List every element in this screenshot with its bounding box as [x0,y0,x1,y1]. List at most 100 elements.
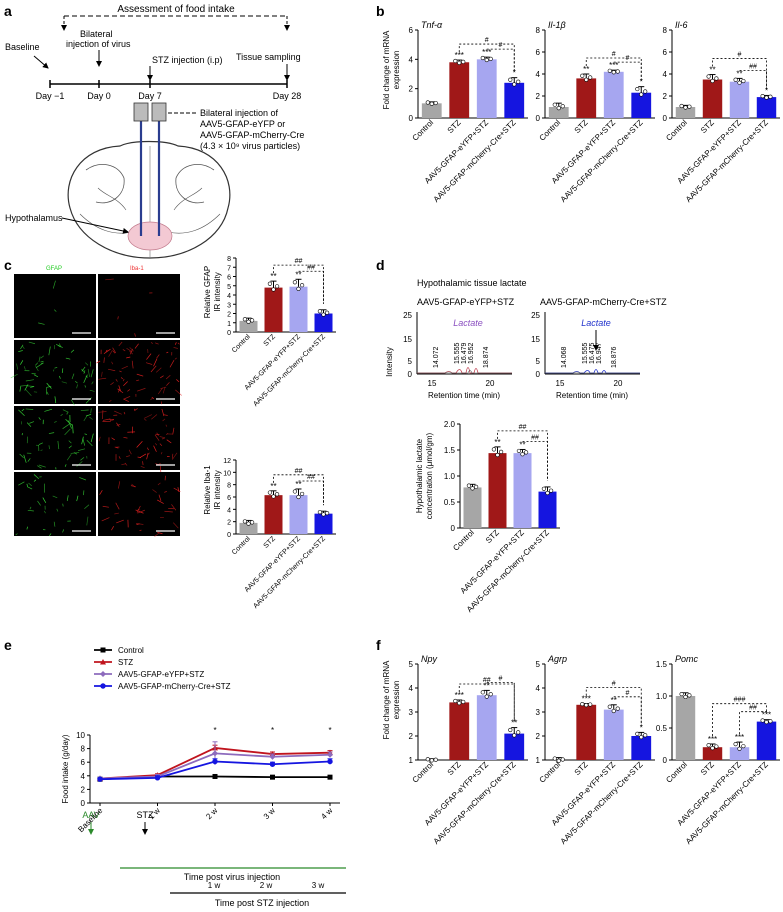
stain-fiber [109,419,114,421]
stain-fiber [60,414,63,416]
data-point [560,757,565,762]
data-point [683,105,688,110]
stain-fiber [120,377,123,380]
bar [449,702,470,760]
stain-fiber [161,408,165,417]
micrograph-image [14,406,96,470]
peak-label: 16.952 [468,342,475,364]
comparison-bracket [739,70,767,90]
y-tick-label: 2 [536,92,541,101]
stain-fiber [71,373,75,380]
panel-b-chart-tnf: 0246Tnf-αControl***STZ***AAV5-GFAP-eYFP+… [409,20,528,204]
comparison-bracket [486,48,515,72]
day-label: Day 28 [273,91,302,101]
significance-stars: ** [484,681,490,690]
data-point [292,280,298,285]
significance-stars: *** [708,735,717,744]
stain-fiber [114,512,119,515]
data-point [556,106,561,111]
data-point [296,494,301,500]
stain-fiber [85,362,89,366]
peak-label: 16.479 [461,342,468,364]
stain-fiber [59,375,61,379]
data-point [639,92,644,97]
chrom-ytick: 5 [408,357,413,366]
data-point [425,757,430,762]
stain-fiber [114,410,122,415]
injection-note: AAV5-GFAP-eYFP or [200,119,285,129]
stain-fiber [40,355,44,359]
data-point [706,743,711,748]
data-point [580,73,585,78]
stain-fiber [80,409,89,411]
stain-fiber [136,505,141,513]
y-axis-label: Hypothalamic lactate [415,438,424,513]
stain-fiber [20,385,27,387]
y-tick-label: 10 [76,731,85,740]
data-point [212,750,218,757]
y-tick-label: 4 [409,684,414,693]
stain-fiber [166,351,169,354]
y-tick-label: 0.5 [656,724,668,733]
y-tick-label: 1.0 [444,472,456,481]
legend-label: AAV5-GFAP-mCherry-Cre+STZ [118,682,231,691]
stain-fiber [112,350,116,354]
data-point [687,104,692,109]
stain-fiber [103,357,105,363]
bar [702,747,723,760]
comparison-bracket [613,61,642,81]
hash-label: # [612,51,616,58]
stain-fiber [25,385,34,387]
stain-fiber [54,309,57,312]
stain-fiber [177,487,180,493]
chromatograms: Hypothalamic tissue lactate AAV5-GFAP-eY… [385,278,667,400]
micrograph-grid: Control STZ AAV5-GFAP-eYFP+STZAAV5-GFAP-mC… [5,274,182,543]
bar [463,487,482,528]
hash-label: # [485,37,489,44]
comparison-bracket [298,270,324,304]
significance-stars: * [765,86,768,95]
lactate-label: Lactate [453,318,483,328]
stain-fiber [33,374,39,378]
comparison-bracket [298,480,324,506]
hash-label: ## [307,264,315,271]
stain-fiber [112,347,117,354]
stain-fiber [38,417,41,420]
comparison-bracket [613,696,642,727]
stain-fiber [162,418,166,422]
data-point [643,89,648,94]
data-point [327,758,333,765]
aav-label: AAV [82,810,99,820]
stain-fiber [131,360,134,369]
stain-fiber [152,489,157,493]
data-point [615,706,620,711]
data-point [300,283,305,288]
stain-fiber [23,366,26,370]
y-tick-label: 6 [409,26,414,35]
stain-fiber [81,366,86,372]
stain-fiber [18,350,23,352]
y-tick-label: 0 [536,114,541,123]
day-label: Day 0 [87,91,111,101]
stain-fiber [155,367,162,373]
stain-fiber [126,356,131,359]
peak-label: 16.475 [589,342,596,364]
stain-fiber [118,456,121,460]
data-point [269,761,276,767]
hash-label: # [612,681,616,688]
stain-fiber [102,505,109,508]
bar [631,92,652,118]
legend-marker [100,683,106,689]
chart-title: Il-6 [675,20,688,30]
stain-fiber [159,436,166,439]
data-point [516,730,521,735]
y-axis-label: expression [392,681,401,720]
stain-fiber [73,452,78,455]
data-point [679,103,684,109]
injection-note: AAV5-GFAP-mCherry-Cre [200,130,304,140]
x-tick-label: STZ [446,118,463,135]
chrom-xtick: 15 [428,379,437,388]
stain-fiber [136,440,143,448]
stain-fiber [27,509,34,512]
stain-fiber [76,384,78,389]
